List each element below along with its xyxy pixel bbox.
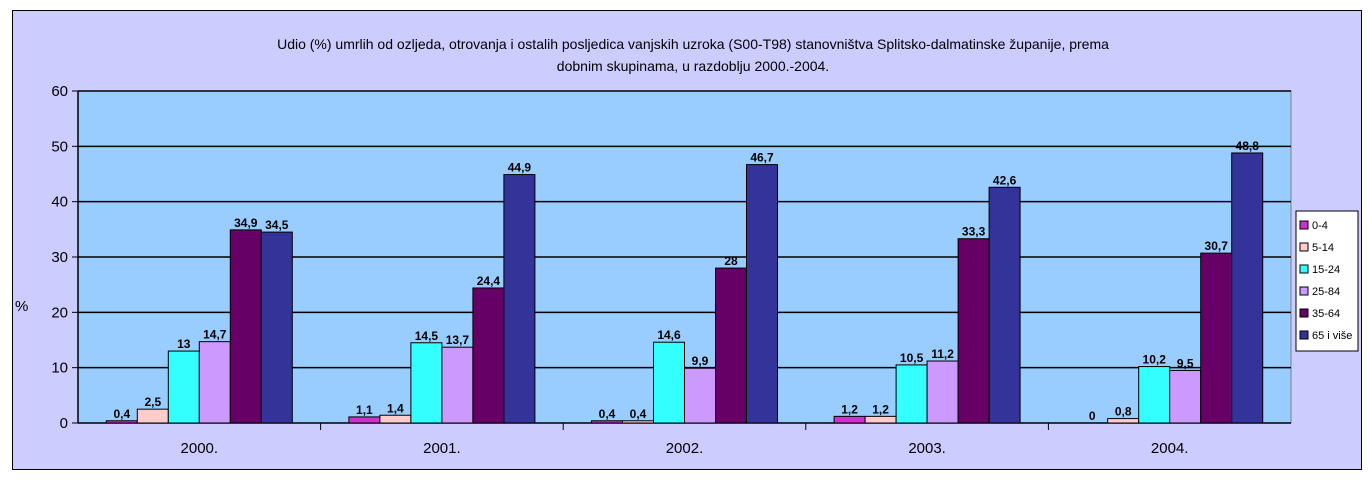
legend-label: 15-24 xyxy=(1312,264,1340,276)
data-label: 30,7 xyxy=(1205,239,1229,253)
legend-swatch xyxy=(1299,220,1309,230)
data-label: 13,7 xyxy=(446,333,470,347)
data-label: 14,7 xyxy=(203,328,227,342)
legend-label: 5-14 xyxy=(1312,242,1334,254)
data-label: 11,2 xyxy=(931,347,954,361)
data-label: 44,9 xyxy=(508,161,532,175)
data-label: 0,4 xyxy=(113,407,130,421)
data-label: 28 xyxy=(724,254,738,268)
data-label: 33,3 xyxy=(962,225,986,239)
bar-35-64-2004 xyxy=(1200,252,1233,424)
y-axis-label: % xyxy=(15,298,28,315)
bar-0-4-2000 xyxy=(105,420,138,424)
y-tick-label: 0 xyxy=(60,415,68,432)
legend-swatch xyxy=(1299,286,1309,296)
data-label: 10,2 xyxy=(1143,353,1167,367)
bar-15-24-2000 xyxy=(167,350,200,424)
data-label: 0,4 xyxy=(599,407,616,421)
bar-25-84-2000 xyxy=(198,341,231,424)
legend-swatch xyxy=(1299,264,1309,274)
legend-swatch xyxy=(1299,308,1309,318)
bar-35-64-2000 xyxy=(229,229,262,424)
data-label: 9,9 xyxy=(692,354,709,368)
x-tick-label: 2003. xyxy=(908,440,946,457)
x-tick-label: 2000. xyxy=(181,440,219,457)
data-label: 2,5 xyxy=(144,395,161,409)
bar-65-i-više-2001 xyxy=(503,174,536,424)
data-label: 0 xyxy=(1089,409,1096,423)
legend-label: 35-64 xyxy=(1312,308,1340,320)
data-label: 34,5 xyxy=(265,218,289,232)
y-tick-label: 10 xyxy=(51,360,68,377)
y-tick-label: 50 xyxy=(51,138,68,155)
data-label: 13 xyxy=(177,337,191,351)
data-label: 10,5 xyxy=(900,351,924,365)
data-label: 34,9 xyxy=(234,216,258,230)
data-label: 9,5 xyxy=(1177,356,1194,370)
data-label: 42,6 xyxy=(993,173,1017,187)
data-label: 24,4 xyxy=(477,274,501,288)
data-label: 48,8 xyxy=(1236,139,1260,153)
y-tick-label: 20 xyxy=(51,304,68,321)
bar-65-i-više-2004 xyxy=(1231,152,1264,424)
bar-15-24-2001 xyxy=(410,342,443,424)
x-tick-label: 2001. xyxy=(423,440,461,457)
data-label: 14,5 xyxy=(415,329,439,343)
bar-15-24-2004 xyxy=(1138,366,1171,424)
x-tick-label: 2002. xyxy=(666,440,704,457)
bar-65-i-više-2003 xyxy=(988,186,1021,424)
bar-5-14-2003 xyxy=(864,415,897,424)
bar-25-84-2004 xyxy=(1169,369,1202,424)
legend-label: 65 i više xyxy=(1312,330,1352,342)
bar-15-24-2003 xyxy=(895,364,928,424)
data-label: 1,4 xyxy=(387,401,404,415)
legend-box xyxy=(1295,210,1359,352)
bar-65-i-više-2000 xyxy=(260,231,293,424)
bar-0-4-2001 xyxy=(348,416,381,424)
bar-35-64-2002 xyxy=(715,267,747,424)
data-label: 14,6 xyxy=(657,328,681,342)
legend-label: 25-84 xyxy=(1312,286,1340,298)
legend-swatch xyxy=(1299,330,1309,340)
bar-5-14-2001 xyxy=(379,414,412,424)
bar-5-14-2004 xyxy=(1107,418,1140,424)
bar-0-4-2002 xyxy=(591,420,623,424)
bar-chart: Udio (%) umrlih od ozljeda, otrovanja i … xyxy=(15,36,1359,457)
data-label: 0,8 xyxy=(1115,405,1132,419)
chart-title-line-1: Udio (%) umrlih od ozljeda, otrovanja i … xyxy=(277,36,1109,52)
y-tick-label: 60 xyxy=(51,83,68,100)
bar-35-64-2003 xyxy=(957,238,990,424)
bar-35-64-2001 xyxy=(472,287,505,424)
legend-swatch xyxy=(1299,242,1309,252)
bar-5-14-2002 xyxy=(622,420,654,424)
y-tick-label: 30 xyxy=(51,249,68,266)
legend-label: 0-4 xyxy=(1312,220,1328,232)
y-tick-label: 40 xyxy=(51,194,68,211)
bar-5-14-2000 xyxy=(136,408,169,424)
bar-0-4-2003 xyxy=(833,415,866,424)
x-tick-label: 2004. xyxy=(1151,440,1189,457)
data-label: 1,2 xyxy=(872,402,889,416)
chart-title-line-2: dobnim skupinama, u razdoblju 2000.-2004… xyxy=(557,58,829,74)
plot-area: 0 10 20 30 40 50 60 2000. 0,4 2,5 13 14,7 34,9 34,5 20… xyxy=(51,83,1292,457)
bar-25-84-2001 xyxy=(441,346,474,424)
chart-container: Udio (%) umrlih od ozljeda, otrovanja i … xyxy=(12,10,1362,470)
data-label: 0,4 xyxy=(630,407,647,421)
bar-65-i-više-2002 xyxy=(746,164,778,424)
bar-25-84-2002 xyxy=(684,367,716,424)
data-label: 46,7 xyxy=(750,151,774,165)
bar-15-24-2002 xyxy=(653,341,685,424)
bar-25-84-2003 xyxy=(926,360,959,424)
data-label: 1,2 xyxy=(841,402,858,416)
legend: 0-4 5-14 15-24 25-84 35-64 65 i više xyxy=(1295,210,1359,352)
data-label: 1,1 xyxy=(356,403,373,417)
